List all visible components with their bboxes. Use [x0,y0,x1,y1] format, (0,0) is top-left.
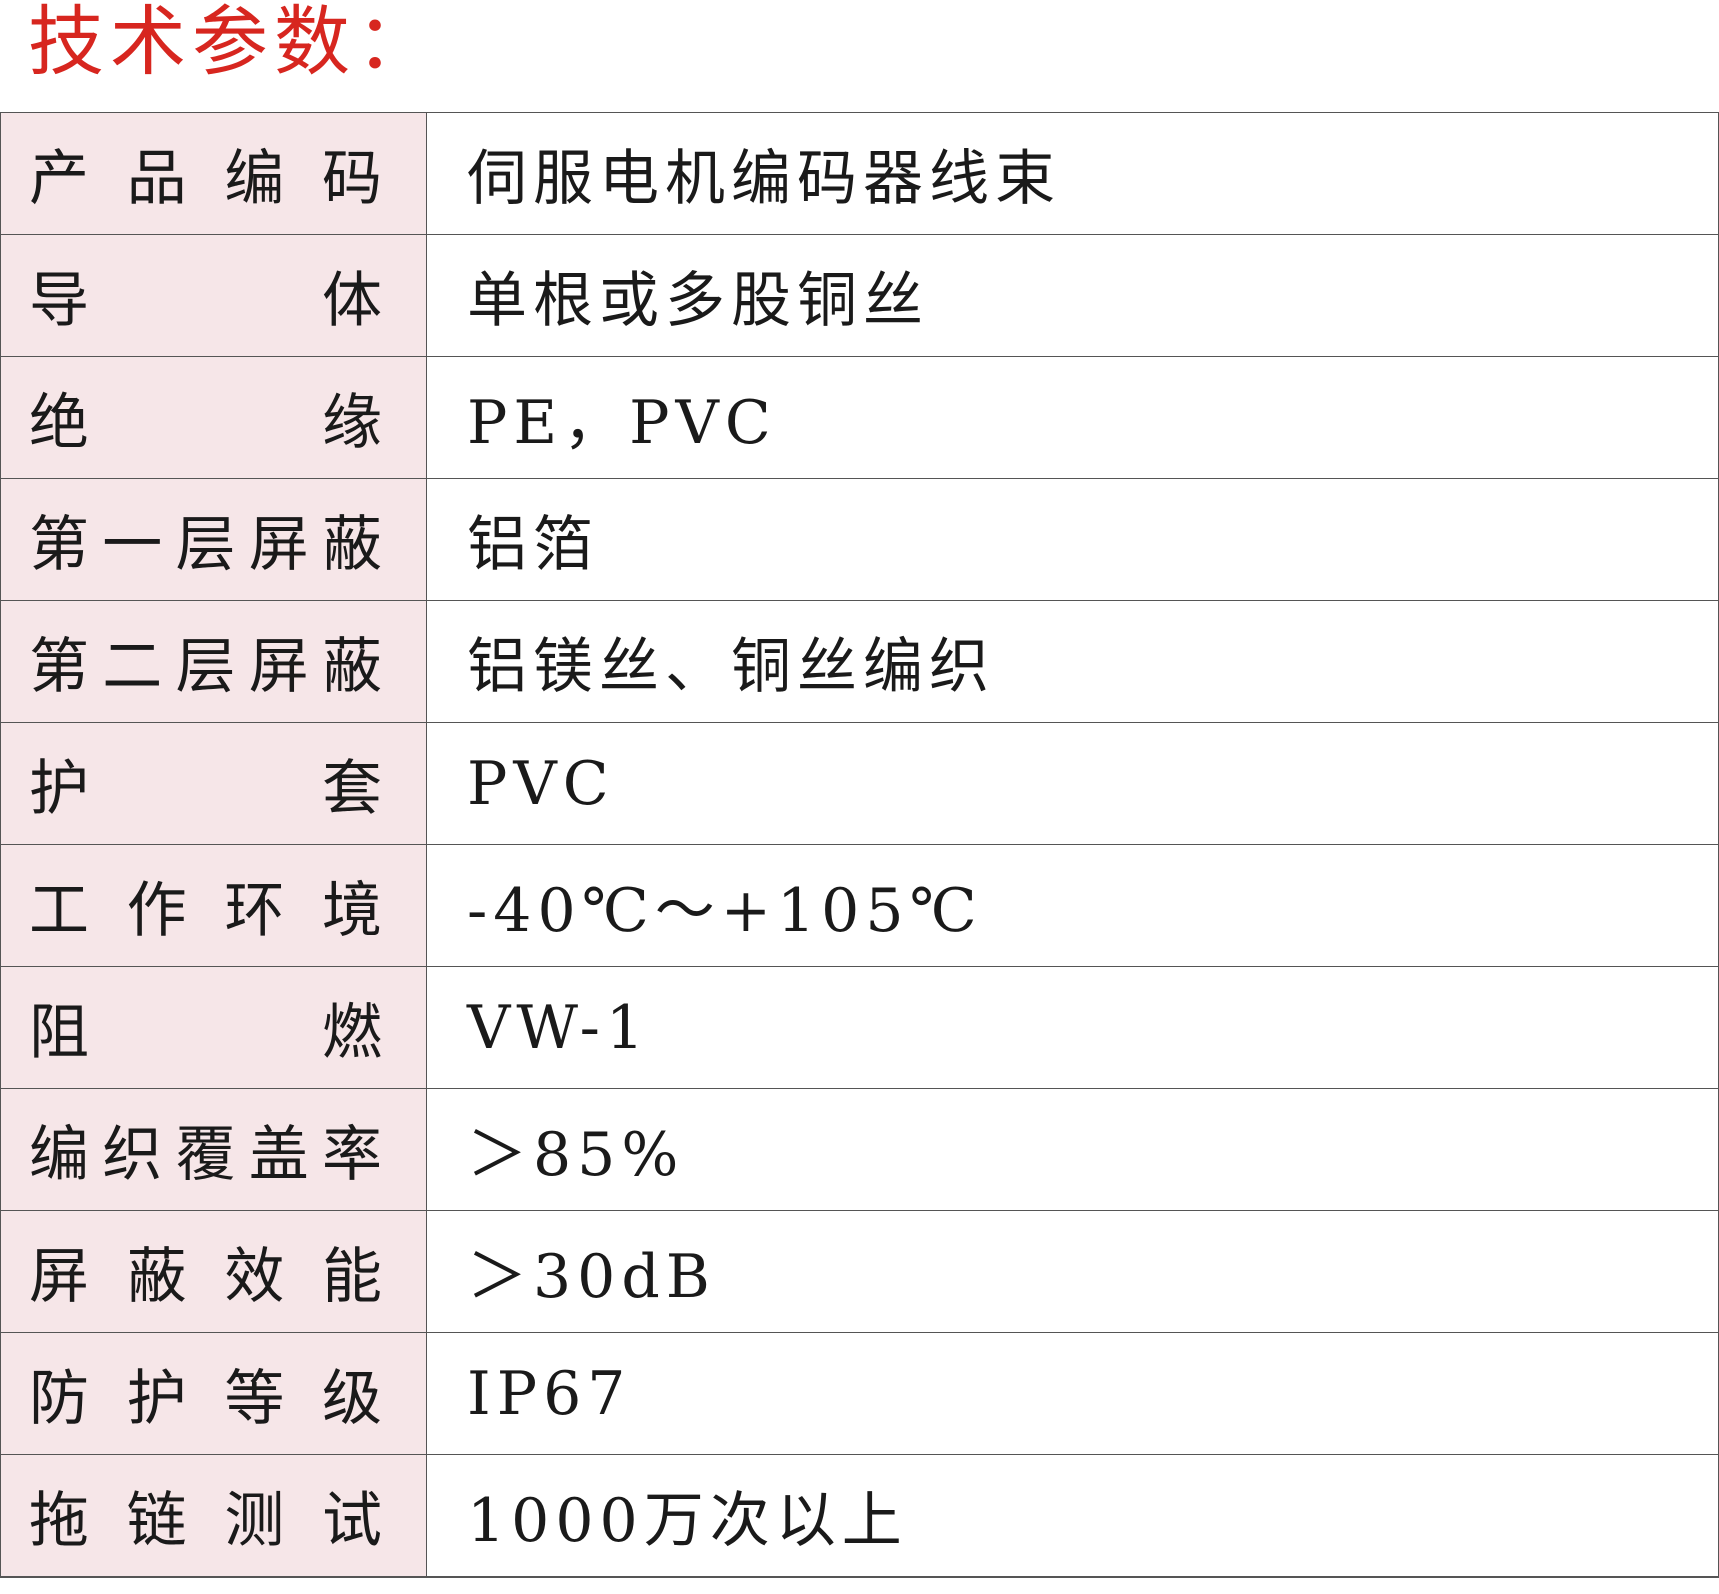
spec-label-cell: 编织覆盖率 [0,1088,427,1211]
spec-value: ＞30dB [426,1210,1719,1333]
spec-value: -40℃～+105℃ [426,844,1719,967]
page-title: 技术参数： [28,0,438,86]
table-row: 产品编码 伺服电机编码器线束 [0,112,1719,235]
spec-label: 导体 [29,266,382,336]
spec-label: 拖链测试 [29,1485,382,1556]
spec-label-cell: 防护等级 [0,1332,427,1455]
spec-value: 伺服电机编码器线束 [426,112,1719,235]
spec-label: 屏蔽效能 [29,1242,382,1312]
spec-label: 阻燃 [29,998,382,1068]
spec-value: 铝箔 [426,478,1719,601]
table-row: 护套 PVC [0,722,1719,845]
spec-label-cell: 阻燃 [0,966,427,1089]
spec-label-cell: 第二层屏蔽 [0,600,427,723]
spec-label: 产品编码 [29,144,382,214]
table-row: 导体 单根或多股铜丝 [0,234,1719,357]
spec-value: 1000万次以上 [426,1454,1719,1578]
table-row: 拖链测试 1000万次以上 [0,1454,1719,1578]
table-row: 第一层屏蔽 铝箔 [0,478,1719,601]
table-row: 工作环境 -40℃～+105℃ [0,844,1719,967]
table-row: 第二层屏蔽 铝镁丝、铜丝编织 [0,600,1719,723]
spec-label: 防护等级 [29,1364,382,1434]
spec-value: VW-1 [426,966,1719,1089]
spec-value: PE，PVC [426,356,1719,479]
spec-label-cell: 拖链测试 [0,1454,427,1578]
spec-label-cell: 绝缘 [0,356,427,479]
spec-label-cell: 产品编码 [0,112,427,235]
spec-label: 绝缘 [29,388,382,458]
spec-value: IP67 [426,1332,1719,1455]
spec-value: 铝镁丝、铜丝编织 [426,600,1719,723]
spec-label-cell: 第一层屏蔽 [0,478,427,601]
spec-value: PVC [426,722,1719,845]
spec-label: 第一层屏蔽 [29,510,382,580]
table-row: 阻燃 VW-1 [0,966,1719,1089]
spec-label-cell: 工作环境 [0,844,427,967]
spec-table: 产品编码 伺服电机编码器线束 导体 单根或多股铜丝 绝缘 PE，PVC 第一层屏蔽 铝箔 第二层… [0,112,1719,1578]
spec-label: 第二层屏蔽 [29,632,382,702]
spec-label: 工作环境 [29,876,382,946]
table-row: 防护等级 IP67 [0,1332,1719,1455]
spec-label-cell: 护套 [0,722,427,845]
table-row: 编织覆盖率 ＞85% [0,1088,1719,1211]
spec-value: ＞85% [426,1088,1719,1211]
spec-label-cell: 屏蔽效能 [0,1210,427,1333]
table-row: 屏蔽效能 ＞30dB [0,1210,1719,1333]
table-row: 绝缘 PE，PVC [0,356,1719,479]
spec-value: 单根或多股铜丝 [426,234,1719,357]
spec-label-cell: 导体 [0,234,427,357]
spec-label: 编织覆盖率 [29,1120,382,1190]
spec-label: 护套 [29,754,382,824]
